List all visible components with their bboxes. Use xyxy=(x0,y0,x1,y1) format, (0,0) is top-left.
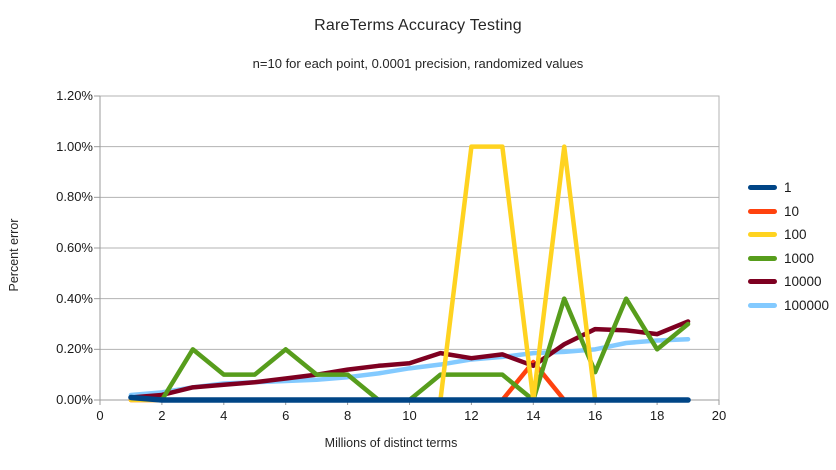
legend-item-100000: 100000 xyxy=(748,294,829,318)
x-tick-label: 20 xyxy=(711,408,727,423)
y-tick-label: 1.00% xyxy=(56,138,93,154)
legend-item-1000: 1000 xyxy=(748,247,829,271)
series-line-10000 xyxy=(128,319,691,400)
x-tick-label: 0 xyxy=(96,408,104,423)
legend-swatch-1 xyxy=(748,185,777,191)
legend-label: 10000 xyxy=(784,274,822,289)
legend-swatch-10 xyxy=(748,208,777,214)
series-line-1 xyxy=(128,394,691,403)
x-tick-label: 16 xyxy=(587,408,603,423)
x-tick-label: 6 xyxy=(282,408,290,423)
x-tick-label: 14 xyxy=(526,408,541,423)
x-tick-label: 12 xyxy=(464,408,479,423)
legend-swatch-10000 xyxy=(748,279,777,285)
legend-item-10000: 10000 xyxy=(748,270,829,294)
legend-swatch-100000 xyxy=(748,302,777,308)
legend-label: 1000 xyxy=(784,250,815,266)
y-tick-label: 0.20% xyxy=(56,341,93,357)
legend-swatch-1000 xyxy=(748,255,777,261)
y-tick-label: 0.40% xyxy=(56,290,93,306)
legend: 1 10 100 1000 10000 100000 xyxy=(748,176,829,317)
legend-item-100: 100 xyxy=(748,223,829,247)
x-tick-label: 2 xyxy=(158,408,166,423)
chart-title: RareTerms Accuracy Testing xyxy=(314,17,522,34)
y-axis-title: Percent error xyxy=(7,218,21,292)
y-tick-label: 1.20% xyxy=(56,88,93,103)
x-tick-label: 18 xyxy=(649,408,665,423)
y-tick-label: 0.00% xyxy=(56,392,93,407)
x-tick-label: 8 xyxy=(343,408,352,423)
x-tick-label: 10 xyxy=(402,408,417,423)
x-axis-title: Millions of distinct terms xyxy=(324,436,458,450)
legend-item-1: 1 xyxy=(748,176,829,200)
legend-label: 100000 xyxy=(784,297,830,313)
y-tick-label: 0.60% xyxy=(56,240,93,255)
legend-label: 1 xyxy=(784,180,792,195)
chart-subtitle: n=10 for each point, 0.0001 precision, r… xyxy=(252,56,584,71)
legend-item-10: 10 xyxy=(748,200,829,224)
legend-label: 100 xyxy=(784,227,807,242)
y-tick-label: 0.80% xyxy=(56,189,93,205)
legend-label: 10 xyxy=(784,203,800,219)
x-tick-label: 4 xyxy=(220,408,228,423)
legend-swatch-100 xyxy=(748,232,777,238)
